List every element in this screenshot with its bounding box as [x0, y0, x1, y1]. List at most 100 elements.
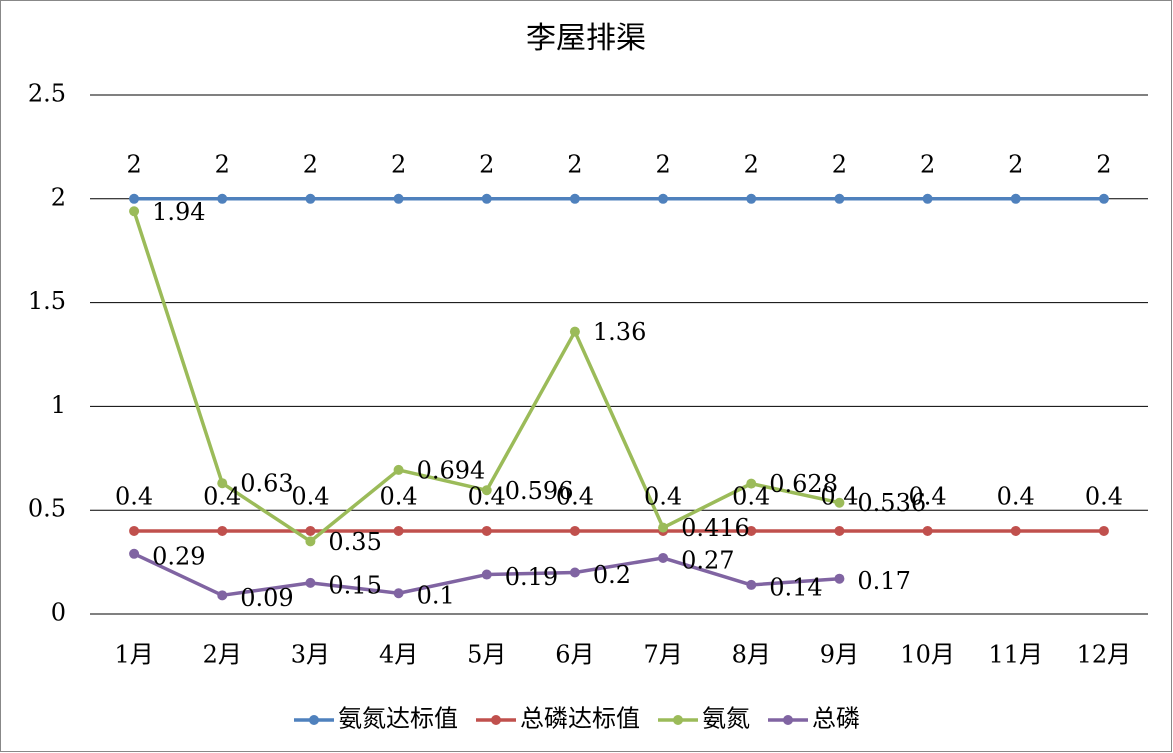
data-label: 0.628 [769, 470, 838, 498]
data-label: 0.4 [379, 482, 417, 510]
x-tick-label: 8月 [732, 641, 771, 669]
data-point [393, 525, 404, 536]
data-point [1010, 525, 1021, 536]
data-label: 0.35 [328, 528, 381, 556]
chart-title: 李屋排渠 [526, 21, 646, 56]
data-point [129, 548, 140, 559]
data-point [217, 590, 228, 601]
data-point [569, 326, 580, 337]
data-label: 0.27 [681, 546, 734, 574]
data-point [922, 193, 933, 204]
data-point [481, 525, 492, 536]
data-point [481, 485, 492, 496]
data-label: 0.63 [240, 470, 293, 498]
data-label: 2 [391, 150, 406, 178]
data-label: 2 [126, 150, 141, 178]
data-label: 0.1 [417, 582, 455, 610]
data-label: 0.4 [556, 482, 594, 510]
x-tick-label: 1月 [114, 641, 153, 669]
data-label: 2 [920, 150, 935, 178]
data-point [658, 193, 669, 204]
legend-marker [309, 715, 319, 725]
data-point [834, 193, 845, 204]
data-label: 0.15 [328, 571, 381, 599]
data-label: 1.94 [152, 198, 205, 226]
data-label: 0.17 [857, 567, 910, 595]
data-point [305, 193, 316, 204]
data-point [834, 573, 845, 584]
y-tick-label: 2.5 [28, 80, 66, 108]
x-tick-label: 2月 [203, 641, 242, 669]
x-tick-label: 4月 [379, 641, 418, 669]
data-point [129, 206, 140, 217]
data-label: 0.596 [505, 477, 574, 505]
data-point [393, 464, 404, 475]
data-label: 0.14 [769, 573, 822, 601]
data-point [569, 525, 580, 536]
data-label: 0.4 [644, 482, 682, 510]
data-point [481, 193, 492, 204]
data-label: 2 [567, 150, 582, 178]
data-point [481, 569, 492, 580]
y-tick-label: 0.5 [28, 495, 66, 523]
data-label: 0.536 [857, 489, 926, 517]
data-point [393, 588, 404, 599]
data-point [658, 522, 669, 533]
data-label: 0.4 [1085, 482, 1123, 510]
data-point [1010, 193, 1021, 204]
data-point [305, 536, 316, 547]
data-point [922, 525, 933, 536]
data-point [1098, 525, 1109, 536]
data-point [393, 193, 404, 204]
data-label: 0.09 [240, 584, 293, 612]
data-label: 0.4 [291, 482, 329, 510]
data-point [305, 525, 316, 536]
data-label: 2 [1008, 150, 1023, 178]
legend-label: 总磷达标值 [520, 705, 640, 733]
x-tick-label: 7月 [643, 641, 682, 669]
data-point [569, 567, 580, 578]
data-point [658, 552, 669, 563]
legend-label: 总磷 [812, 705, 860, 733]
data-label: 0.4 [115, 482, 153, 510]
data-point [569, 193, 580, 204]
x-tick-label: 11月 [988, 641, 1043, 669]
x-tick-label: 6月 [555, 641, 594, 669]
y-tick-label: 2 [51, 183, 66, 211]
data-point [834, 497, 845, 508]
data-point [834, 525, 845, 536]
data-label: 0.416 [681, 514, 750, 542]
y-tick-label: 1 [51, 391, 66, 419]
legend-marker [783, 715, 793, 725]
data-point [217, 525, 228, 536]
data-label: 2 [215, 150, 230, 178]
data-point [305, 577, 316, 588]
x-tick-label: 3月 [291, 641, 330, 669]
data-point [746, 193, 757, 204]
data-point [746, 525, 757, 536]
data-label: 2 [832, 150, 847, 178]
legend-label: 氨氮 [702, 705, 750, 733]
data-label: 1.36 [593, 318, 646, 346]
data-label: 0.2 [593, 561, 631, 589]
data-point [129, 193, 140, 204]
legend-marker [491, 715, 501, 725]
legend-label: 氨氮达标值 [338, 705, 458, 733]
data-label: 2 [479, 150, 494, 178]
x-tick-label: 9月 [820, 641, 859, 669]
data-label: 2 [303, 150, 318, 178]
data-label: 2 [655, 150, 670, 178]
data-point [1098, 193, 1109, 204]
y-tick-label: 1.5 [28, 287, 66, 315]
x-tick-label: 10月 [900, 641, 955, 669]
data-label: 0.4 [908, 482, 946, 510]
x-tick-label: 5月 [467, 641, 506, 669]
y-tick-label: 0 [51, 599, 66, 627]
data-label: 0.694 [417, 456, 486, 484]
data-point [217, 193, 228, 204]
data-label: 2 [744, 150, 759, 178]
data-label: 2 [1096, 150, 1111, 178]
legend-marker [673, 715, 683, 725]
